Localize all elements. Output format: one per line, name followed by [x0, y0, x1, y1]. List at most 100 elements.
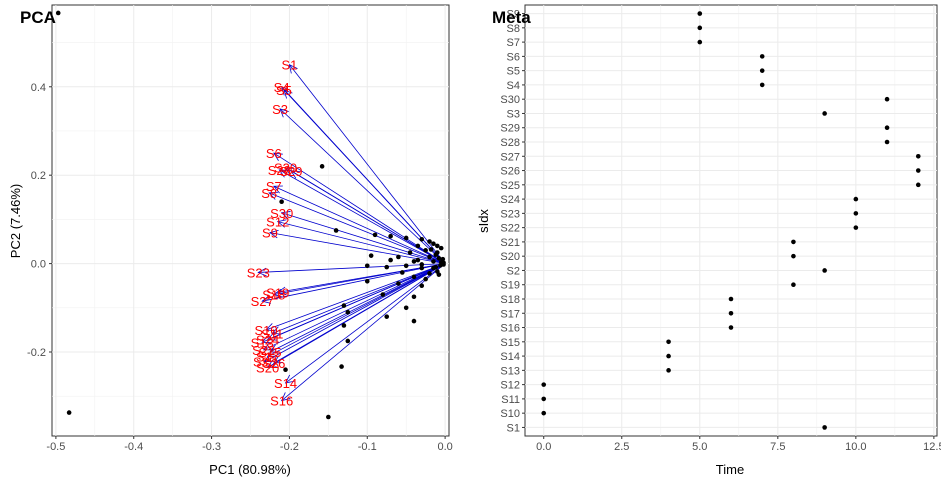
meta-point — [697, 11, 703, 16]
meta-y-tick-label: S4 — [507, 80, 520, 92]
pca-point — [364, 278, 370, 284]
pca-point — [279, 199, 284, 205]
meta-y-tick-label: S18 — [500, 294, 520, 306]
pca-arrow-label: S4 — [274, 80, 290, 95]
pca-arrow-labels: S1S4S5S3S6S30S28S29S7S8S30S12S9S23S19S18… — [247, 58, 303, 409]
pca-arrow-head — [269, 229, 279, 239]
meta-y-tick-label: S5 — [507, 66, 520, 78]
meta-y-tick-label: S7 — [507, 37, 520, 49]
pca-point — [411, 294, 417, 300]
pca-arrow-head — [273, 152, 283, 161]
pca-y-tick-label: 0.2 — [31, 170, 46, 182]
meta-panel: 0.02.55.07.510.012.5 S1S10S11S12S13S14S1… — [476, 4, 941, 477]
pca-arrow-head — [280, 392, 291, 402]
pca-x-tick-label: -0.1 — [358, 441, 377, 453]
pca-point — [368, 253, 374, 258]
pca-arrow-label: S23 — [247, 265, 270, 280]
meta-point — [728, 296, 734, 302]
pca-arrow-head — [263, 354, 274, 363]
meta-y-tick-label: S13 — [500, 365, 520, 377]
pca-arrow-head — [271, 326, 282, 335]
pca-arrow-head — [273, 355, 283, 364]
pca-point — [372, 232, 378, 238]
pca-arrows — [257, 63, 446, 402]
meta-points — [541, 11, 921, 430]
meta-x-tick-label: 5.0 — [692, 441, 707, 453]
pca-point — [403, 263, 409, 269]
pca-point — [419, 236, 425, 242]
pca-point — [388, 233, 393, 239]
meta-point — [666, 368, 671, 373]
pca-point — [283, 367, 288, 372]
pca-point — [319, 164, 325, 169]
pca-arrow-head — [261, 335, 272, 344]
pca-arrow-label: S10 — [254, 323, 277, 338]
meta-y-tick-label: S14 — [500, 351, 520, 363]
pca-arrow-head — [283, 89, 293, 99]
meta-y-tick-label: S3 — [507, 108, 520, 120]
pca-point — [55, 10, 61, 16]
pca-x-tick-label: -0.5 — [46, 441, 65, 453]
pca-arrow-label: S17 — [256, 349, 279, 364]
pca-loading-arrow — [281, 263, 446, 401]
pca-point — [364, 263, 370, 269]
pca-point — [415, 257, 421, 263]
meta-point — [915, 153, 921, 159]
pca-x-tick-label: -0.4 — [124, 441, 143, 453]
pca-arrow-head — [290, 170, 300, 179]
pca-point — [341, 323, 347, 328]
pca-y-ticks: -0.2 0.0 0.2 0.4 — [27, 82, 52, 359]
pca-arrow-label: S8 — [261, 186, 277, 201]
pca-point — [407, 250, 413, 255]
pca-loading-arrow — [290, 170, 446, 264]
pca-point — [384, 314, 390, 319]
pca-point — [345, 309, 351, 315]
meta-y-tick-label: S8 — [507, 23, 520, 35]
meta-point — [853, 196, 859, 202]
pca-point — [431, 265, 436, 271]
meta-point — [822, 268, 827, 273]
pca-loading-arrow — [265, 263, 446, 331]
pca-arrow-label: S14 — [274, 376, 297, 391]
pca-point — [438, 245, 444, 251]
pca-arrow-head — [288, 63, 298, 74]
pca-loading-arrow — [264, 263, 446, 363]
meta-point — [666, 339, 671, 345]
meta-point — [759, 82, 765, 88]
pca-point — [399, 270, 405, 275]
meta-y-tick-label: S19 — [500, 280, 520, 292]
pca-arrow-head — [268, 191, 279, 200]
meta-y-tick-label: S9 — [507, 9, 520, 21]
meta-y-tick-label: S23 — [500, 208, 520, 220]
pca-point — [427, 271, 432, 276]
meta-y-tick-label: S26 — [500, 166, 520, 178]
pca-arrow-label: S24 — [256, 333, 279, 348]
pca-arrow-label: S11 — [261, 326, 283, 341]
pca-point — [423, 248, 428, 253]
pca-point — [403, 235, 409, 241]
pca-x-tick-label: 0.0 — [437, 441, 452, 453]
pca-point — [431, 241, 436, 247]
meta-point — [884, 96, 890, 102]
pca-point — [423, 276, 428, 282]
pca-point — [419, 283, 425, 289]
meta-point — [728, 310, 734, 316]
meta-point — [791, 282, 796, 288]
meta-y-tick-label: S17 — [500, 308, 520, 320]
pca-point — [411, 274, 417, 280]
pca-title: PCA — [20, 8, 56, 27]
pca-arrow-label: S29 — [279, 164, 302, 179]
pca-point — [388, 257, 393, 263]
pca-arrow-label: S7 — [266, 179, 282, 194]
pca-point — [427, 239, 432, 244]
pca-point — [435, 243, 440, 249]
pca-y-tick-label: -0.2 — [27, 347, 46, 359]
meta-point — [541, 410, 547, 416]
pca-arrow-label: S3 — [272, 102, 288, 117]
pca-arrow-label: S19 — [266, 285, 289, 300]
pca-point — [396, 254, 401, 260]
pca-arrow-head — [261, 295, 272, 304]
pca-point — [403, 305, 409, 311]
pca-arrow-head — [265, 323, 276, 332]
